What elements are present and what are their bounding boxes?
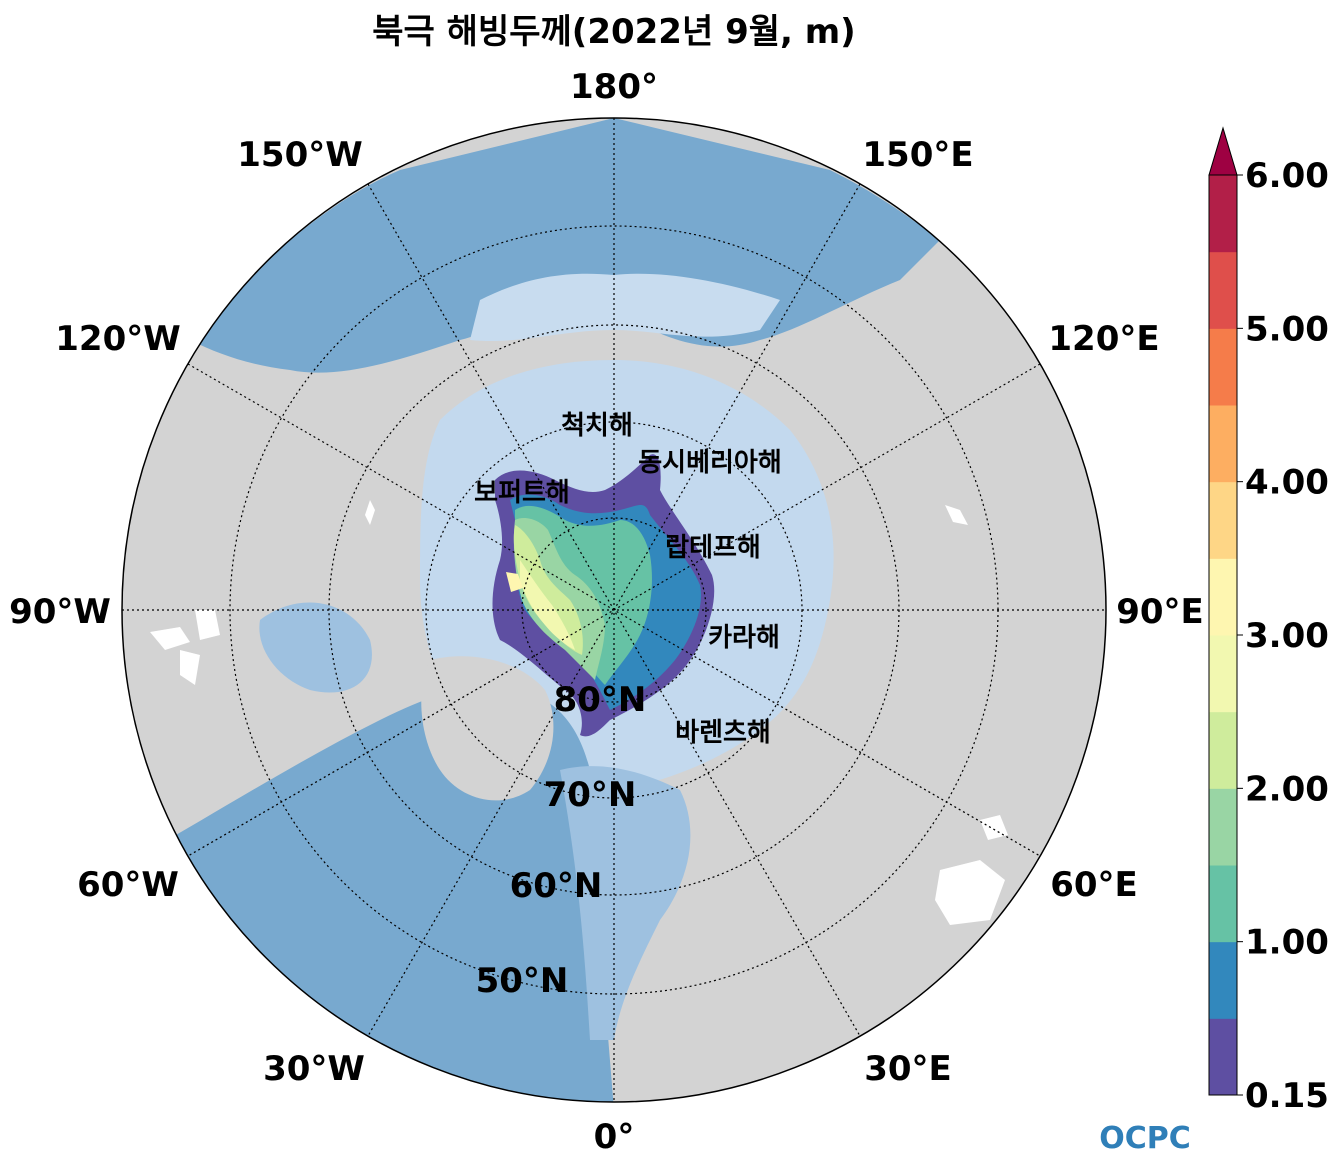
ice-free-lake xyxy=(945,505,968,525)
colorbar-segment xyxy=(1209,558,1237,636)
lon-label-60w: 60°W xyxy=(77,865,179,905)
ice-free-lake xyxy=(980,815,1008,840)
lat-label-70: 70°N xyxy=(544,775,637,815)
norwegian-sea xyxy=(560,766,691,1040)
colorbar-segment xyxy=(1209,711,1237,789)
colorbar-segment xyxy=(1209,405,1237,483)
sea-ice-2.5-3m xyxy=(513,525,583,655)
sea-label-beaufort: 보퍼트해 xyxy=(474,478,570,508)
lon-label-90w: 90°W xyxy=(9,592,111,632)
lon-label-60e: 60°E xyxy=(1050,865,1138,905)
colorbar-segment xyxy=(1209,788,1237,866)
colorbar-tick-label: 2.00 xyxy=(1245,769,1329,809)
ice-free-lake xyxy=(195,610,220,640)
colorbar-tick-label: 0.15 xyxy=(1245,1076,1329,1116)
colorbar-segment xyxy=(1209,865,1237,943)
lon-label-30w: 30°W xyxy=(263,1049,365,1089)
colorbar-tick-label: 1.00 xyxy=(1245,923,1329,963)
colorbar-segment xyxy=(1209,481,1237,559)
sea-label-kara: 카라해 xyxy=(708,623,780,653)
sea-label-east-siberian: 동시베리아해 xyxy=(638,448,782,478)
map-title: 북극 해빙두께(2022년 9월, m) xyxy=(372,12,856,52)
colorbar-extend-arrow xyxy=(1208,126,1238,176)
ice-free-lake xyxy=(150,627,190,650)
lon-label-0: 0° xyxy=(594,1117,635,1157)
lon-label-30e: 30°E xyxy=(864,1049,952,1089)
colorbar-segment xyxy=(1209,175,1237,253)
lat-label-60: 60°N xyxy=(510,866,603,906)
colorbar-segment xyxy=(1209,251,1237,329)
latitude-labels: 80°N 70°N 60°N 50°N xyxy=(476,680,647,1001)
sea-labels: 척치해 동시베리아해 보퍼트해 랍테프해 카라해 바렌츠해 xyxy=(474,411,782,748)
meridian-120e-60w xyxy=(187,363,1041,857)
colorbar-segments xyxy=(1209,175,1237,1096)
logo-text: OCPC xyxy=(1099,1121,1191,1156)
hudson-bay xyxy=(259,602,372,693)
lat-label-50: 50°N xyxy=(476,961,569,1001)
colorbar-segment xyxy=(1209,941,1237,1019)
lat-circle-80 xyxy=(521,517,707,703)
colorbar-segment xyxy=(1209,1018,1237,1096)
lat-circle-60 xyxy=(328,324,900,896)
lon-label-120e: 120°E xyxy=(1048,319,1159,359)
lon-label-150e: 150°E xyxy=(862,135,973,175)
colorbar-tick-label: 4.00 xyxy=(1245,463,1329,503)
colorbar-tick-label: 6.00 xyxy=(1245,156,1329,196)
colorbar-segment xyxy=(1209,635,1237,713)
colorbar-segment xyxy=(1209,328,1237,406)
lon-label-150w: 150°W xyxy=(237,135,362,175)
sea-label-laptev: 랍테프해 xyxy=(665,533,761,563)
colorbar-tick-label: 5.00 xyxy=(1245,309,1329,349)
sea-label-barents: 바렌츠해 xyxy=(675,718,771,748)
bering-shelf xyxy=(470,273,780,342)
sea-ice-3-3.5m xyxy=(520,560,575,650)
greenland xyxy=(421,656,554,801)
colorbar-tick-label: 3.00 xyxy=(1245,616,1329,656)
ice-free-lake xyxy=(365,500,375,525)
sea-ice-3.5-4m xyxy=(506,572,523,592)
lon-label-180: 180° xyxy=(570,67,658,107)
lon-label-90e: 90°E xyxy=(1116,592,1204,632)
sea-label-chukchi: 척치해 xyxy=(561,411,633,441)
ocpc-logo: OCPC xyxy=(1099,1121,1191,1156)
lon-label-120w: 120°W xyxy=(55,319,180,359)
map-boundary xyxy=(121,117,1107,1103)
map-disc xyxy=(122,118,1106,1102)
colorbar-ticks: 6.00 5.00 4.00 3.00 2.00 1.00 0.15 xyxy=(1237,156,1329,1116)
colorbar: 6.00 5.00 4.00 3.00 2.00 1.00 0.15 xyxy=(1208,126,1329,1116)
ice-free-lake xyxy=(180,650,200,685)
graticule xyxy=(122,118,1106,1102)
longitude-labels: 180° 150°E 120°E 90°E 60°E 30°E 0° 30°W … xyxy=(9,67,1204,1157)
ice-free-lake xyxy=(935,860,1005,925)
lat-label-80: 80°N xyxy=(554,680,647,720)
